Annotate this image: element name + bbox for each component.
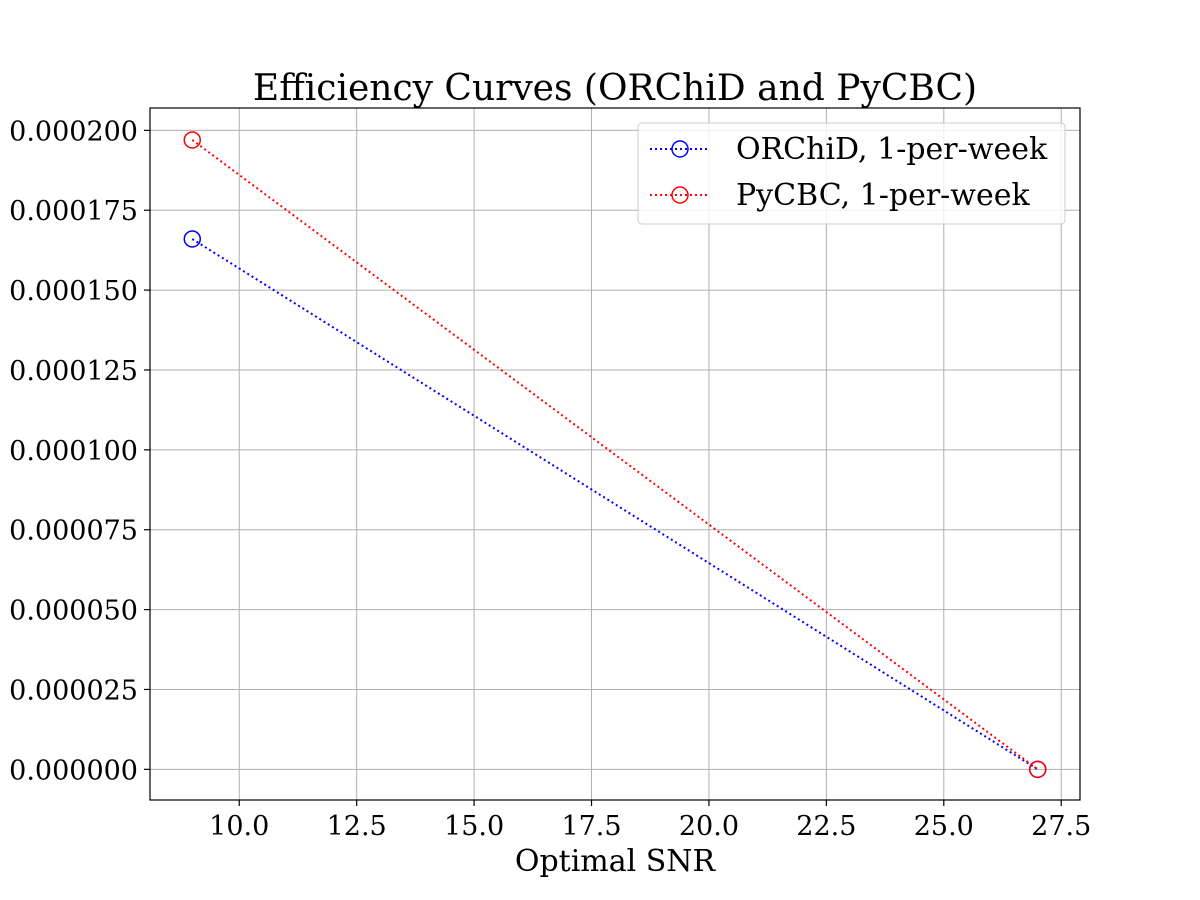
- x-axis-title: Optimal SNR: [515, 844, 717, 879]
- legend-marker: [671, 140, 689, 158]
- series-line: [191, 238, 1039, 771]
- y-axis-ticks: 0.000000 0.000025 0.000050 0.000075 0.000100…: [9, 116, 150, 786]
- data-point: [183, 230, 202, 248]
- y-tick-label: 0.000200: [9, 116, 138, 147]
- y-tick-label: 0.000000: [9, 755, 138, 786]
- x-tick-label: 20.0: [679, 811, 739, 842]
- x-tick-label: 17.5: [561, 811, 621, 842]
- y-tick-label: 0.000050: [9, 596, 138, 627]
- x-tick-label: 27.5: [1031, 811, 1091, 842]
- chart-title: Efficiency Curves (ORChiD and PyCBC): [253, 68, 977, 109]
- legend: ORChiD, 1-per-week PyCBC, 1-per-week: [637, 122, 1066, 225]
- legend-label: PyCBC, 1-per-week: [736, 178, 1030, 213]
- legend-label: ORChiD, 1-per-week: [736, 132, 1048, 167]
- y-tick-label: 0.000025: [9, 675, 138, 706]
- y-tick-label: 0.000075: [9, 516, 138, 547]
- legend-box: [637, 122, 1066, 225]
- plot-area-frame: [149, 107, 1081, 801]
- x-tick-label: 25.0: [914, 811, 974, 842]
- legend-marker: [671, 186, 689, 204]
- x-tick-label: 12.5: [327, 811, 387, 842]
- y-tick-label: 0.000100: [9, 436, 138, 467]
- data-point: [1028, 760, 1047, 779]
- series-line: [191, 139, 1039, 771]
- y-tick-label: 0.000175: [9, 196, 138, 227]
- series-layer: [183, 131, 1047, 779]
- data-point: [183, 131, 202, 149]
- x-tick-label: 10.0: [209, 811, 269, 842]
- x-tick-label: 22.5: [796, 811, 856, 842]
- x-axis-ticks: 10.0 12.5 15.0 17.5 20.0 22.5 25.0 27.5: [209, 800, 1091, 842]
- y-tick-label: 0.000150: [9, 276, 138, 307]
- x-tick-label: 15.0: [444, 811, 504, 842]
- y-tick-label: 0.000125: [9, 356, 138, 387]
